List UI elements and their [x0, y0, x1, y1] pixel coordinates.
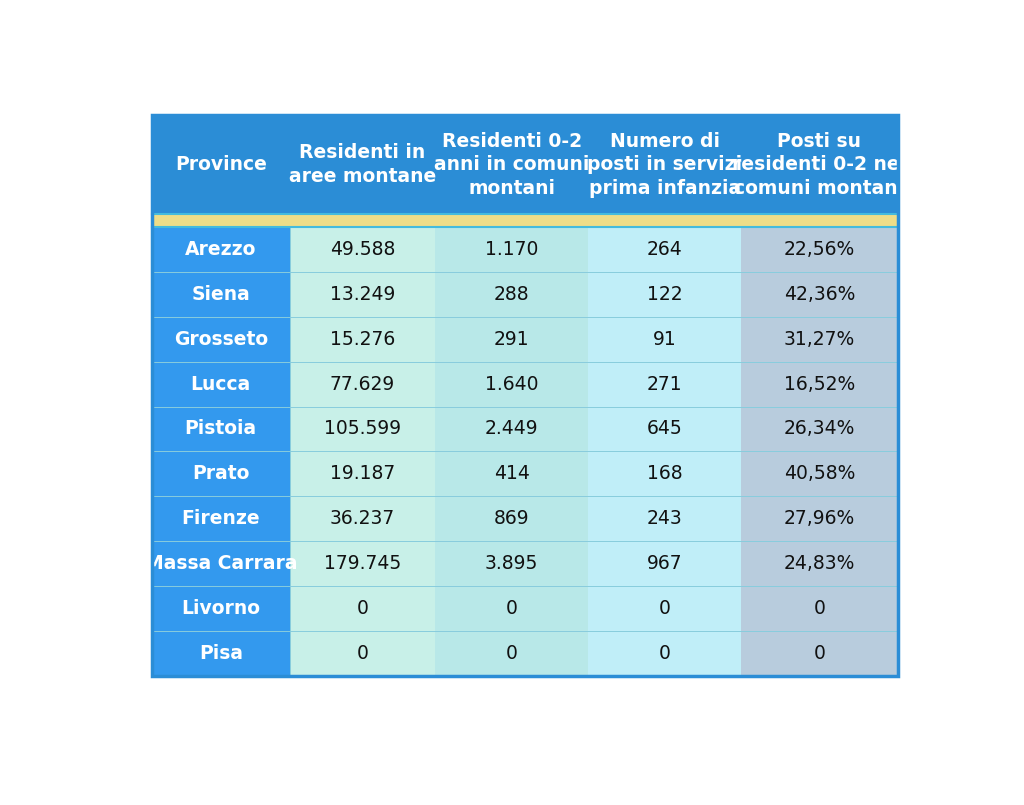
Text: 0: 0 — [356, 599, 369, 618]
Text: 0: 0 — [506, 644, 518, 663]
Text: 36.237: 36.237 — [330, 510, 395, 528]
Text: 26,34%: 26,34% — [783, 419, 855, 439]
Text: 77.629: 77.629 — [330, 374, 395, 394]
Text: Livorno: Livorno — [181, 599, 260, 618]
Text: Numero di
posti in servizi
prima infanzia: Numero di posti in servizi prima infanzi… — [587, 132, 742, 198]
Bar — [741, 227, 898, 675]
Text: 16,52%: 16,52% — [783, 374, 855, 394]
Text: Residenti in
aree montane: Residenti in aree montane — [289, 143, 436, 186]
Bar — [435, 227, 588, 675]
Text: Province: Province — [175, 155, 266, 174]
Text: 243: 243 — [647, 510, 683, 528]
Text: 22,56%: 22,56% — [783, 240, 855, 259]
Text: 40,58%: 40,58% — [783, 464, 855, 483]
Text: 0: 0 — [506, 599, 518, 618]
Text: 271: 271 — [647, 374, 682, 394]
Text: Siena: Siena — [191, 285, 250, 303]
Text: 869: 869 — [494, 510, 529, 528]
Bar — [290, 227, 435, 675]
Text: 49.588: 49.588 — [330, 240, 395, 259]
Text: 2.449: 2.449 — [485, 419, 539, 439]
Text: Prato: Prato — [193, 464, 250, 483]
Text: 179.745: 179.745 — [324, 554, 401, 573]
Text: Firenze: Firenze — [181, 510, 260, 528]
Bar — [588, 227, 741, 675]
Text: 42,36%: 42,36% — [783, 285, 855, 303]
Text: Lucca: Lucca — [190, 374, 251, 394]
Text: 0: 0 — [813, 644, 825, 663]
Text: 15.276: 15.276 — [330, 330, 395, 349]
Text: 414: 414 — [494, 464, 529, 483]
Text: Posti su
residenti 0-2 nei
comuni montani: Posti su residenti 0-2 nei comuni montan… — [732, 132, 906, 198]
Text: 168: 168 — [647, 464, 682, 483]
Bar — [152, 214, 898, 227]
Text: Arezzo: Arezzo — [185, 240, 256, 259]
Text: Grosseto: Grosseto — [174, 330, 268, 349]
Text: 288: 288 — [494, 285, 529, 303]
Text: 645: 645 — [647, 419, 683, 439]
Text: 13.249: 13.249 — [330, 285, 395, 303]
Text: 1.640: 1.640 — [485, 374, 539, 394]
Text: 122: 122 — [647, 285, 682, 303]
Text: 91: 91 — [652, 330, 677, 349]
Text: 264: 264 — [647, 240, 683, 259]
Text: 0: 0 — [658, 599, 671, 618]
Text: Massa Carrara: Massa Carrara — [144, 554, 297, 573]
Text: 105.599: 105.599 — [324, 419, 401, 439]
Text: 0: 0 — [356, 644, 369, 663]
Text: 0: 0 — [813, 599, 825, 618]
Text: Pisa: Pisa — [199, 644, 243, 663]
Text: 19.187: 19.187 — [330, 464, 395, 483]
Text: 3.895: 3.895 — [485, 554, 539, 573]
Text: 1.170: 1.170 — [485, 240, 539, 259]
Text: 291: 291 — [494, 330, 529, 349]
Text: 0: 0 — [658, 644, 671, 663]
Bar — [152, 227, 290, 675]
Text: Pistoia: Pistoia — [184, 419, 257, 439]
Text: 24,83%: 24,83% — [783, 554, 855, 573]
Text: 27,96%: 27,96% — [783, 510, 855, 528]
Bar — [152, 115, 898, 214]
Text: 967: 967 — [647, 554, 682, 573]
Text: 31,27%: 31,27% — [783, 330, 855, 349]
Text: Residenti 0-2
anni in comuni
montani: Residenti 0-2 anni in comuni montani — [434, 132, 590, 198]
